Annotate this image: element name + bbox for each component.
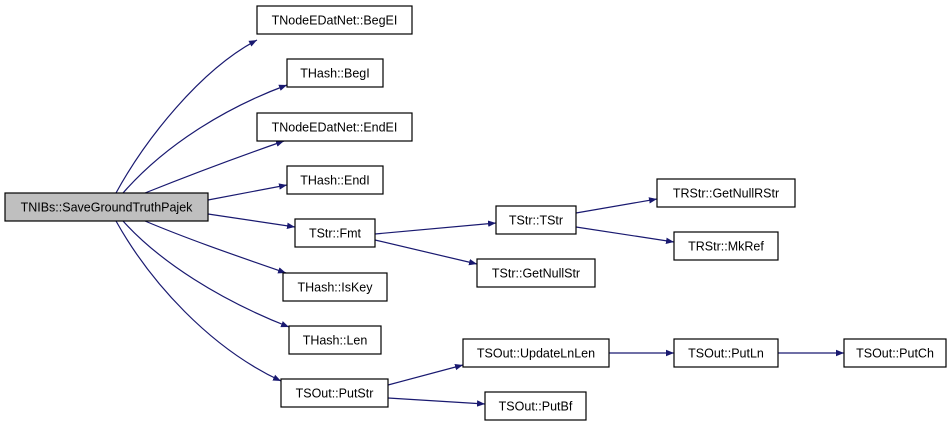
edge-arrow — [207, 183, 288, 201]
node-label: TSOut::PutStr — [296, 387, 374, 401]
edge-root-to-endei — [144, 140, 285, 194]
function-node-len[interactable]: THash::Len — [288, 325, 382, 355]
function-node-mkref[interactable]: TRStr::MkRef — [673, 231, 779, 261]
edge-arrow — [115, 39, 258, 194]
edge-arrow — [374, 239, 478, 266]
edge-root-to-begei — [115, 39, 258, 194]
edge-root-to-iskey — [144, 220, 287, 274]
edge-arrow — [575, 226, 675, 244]
function-node-putbf[interactable]: TSOut::PutBf — [484, 391, 587, 421]
function-node-begi[interactable]: THash::BegI — [286, 58, 384, 88]
node-label: TRStr::GetNullRStr — [673, 187, 779, 201]
node-box[interactable] — [256, 112, 413, 142]
edge-arrow — [115, 220, 282, 382]
edge-root-to-endi — [207, 183, 288, 201]
function-node-putln[interactable]: TSOut::PutLn — [673, 338, 779, 368]
function-node-fmt[interactable]: TStr::Fmt — [294, 218, 376, 248]
edge-arrow — [374, 220, 497, 235]
node-label: TNodeEDatNet::EndEI — [272, 121, 398, 135]
node-label: TNIBs::SaveGroundTruthPajek — [21, 201, 194, 215]
function-node-getnullstr[interactable]: TStr::GetNullStr — [476, 258, 596, 288]
edge-arrow — [207, 213, 296, 229]
node-box[interactable] — [294, 218, 376, 248]
node-label: TStr::Fmt — [309, 227, 362, 241]
edge-tstr-to-getnullrstr — [575, 197, 658, 214]
edge-root-to-putstr — [115, 220, 282, 382]
edge-root-to-begi — [122, 84, 288, 194]
node-label: THash::Len — [303, 334, 368, 348]
function-node-begei[interactable]: TNodeEDatNet::BegEI — [256, 5, 413, 35]
edge-arrow — [575, 197, 658, 214]
edge-root-to-fmt — [207, 213, 296, 229]
node-label: THash::IsKey — [297, 281, 373, 295]
node-label: TSOut::PutBf — [499, 400, 573, 414]
node-box[interactable] — [656, 178, 796, 208]
node-label: TSOut::PutLn — [688, 347, 764, 361]
node-label: THash::BegI — [300, 67, 369, 81]
node-label: TNodeEDatNet::BegEI — [272, 14, 398, 28]
edge-arrow — [387, 397, 486, 407]
edge-arrow — [387, 363, 464, 386]
function-node-endei[interactable]: TNodeEDatNet::EndEI — [256, 112, 413, 142]
node-box[interactable] — [286, 165, 384, 195]
node-label: TStr::GetNullStr — [492, 267, 580, 281]
node-box[interactable] — [462, 338, 610, 368]
edge-arrow — [144, 140, 285, 194]
node-box[interactable] — [280, 378, 389, 408]
function-node-updatelnlen[interactable]: TSOut::UpdateLnLen — [462, 338, 610, 368]
node-box[interactable] — [484, 391, 587, 421]
edge-arrow — [122, 220, 290, 328]
function-node-getnullrstr[interactable]: TRStr::GetNullRStr — [656, 178, 796, 208]
node-label: TStr::TStr — [509, 214, 563, 228]
node-box[interactable] — [476, 258, 596, 288]
function-node-iskey[interactable]: THash::IsKey — [282, 272, 388, 302]
function-node-putstr[interactable]: TSOut::PutStr — [280, 378, 389, 408]
function-node-putch[interactable]: TSOut::PutCh — [843, 338, 947, 368]
root-function-node[interactable]: TNIBs::SaveGroundTruthPajek — [4, 192, 209, 222]
edge-tstr-to-mkref — [575, 226, 675, 244]
edge-putstr-to-updatelnlen — [387, 363, 464, 386]
node-box[interactable] — [282, 272, 388, 302]
function-node-tstr[interactable]: TStr::TStr — [495, 205, 577, 235]
edge-fmt-to-tstr — [374, 220, 497, 235]
node-box[interactable] — [286, 58, 384, 88]
node-box[interactable] — [673, 231, 779, 261]
node-box[interactable] — [256, 5, 413, 35]
edge-putstr-to-putbf — [387, 397, 486, 407]
function-node-endi[interactable]: THash::EndI — [286, 165, 384, 195]
edge-arrow — [122, 84, 288, 194]
node-label: TRStr::MkRef — [688, 240, 764, 254]
edge-fmt-to-getnullstr — [374, 239, 478, 266]
node-label: THash::EndI — [300, 174, 369, 188]
node-box[interactable] — [495, 205, 577, 235]
node-label: TSOut::UpdateLnLen — [477, 347, 595, 361]
node-label: TSOut::PutCh — [856, 347, 934, 361]
node-box[interactable] — [4, 192, 209, 222]
node-box[interactable] — [673, 338, 779, 368]
edge-arrow — [144, 220, 287, 274]
edge-root-to-len — [122, 220, 290, 328]
node-box[interactable] — [843, 338, 947, 368]
node-box[interactable] — [288, 325, 382, 355]
